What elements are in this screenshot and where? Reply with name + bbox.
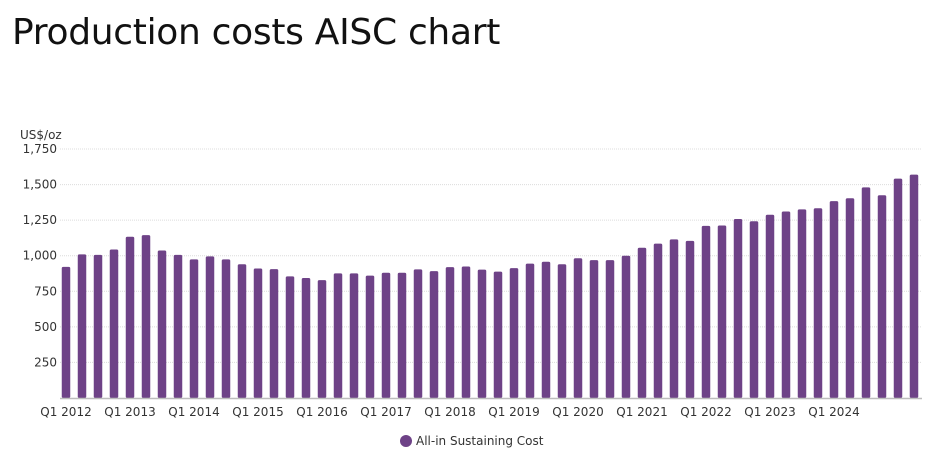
x-tick-label: Q1 2016 [296,405,347,419]
bar[interactable]: Q2 2013: 1145 [141,235,151,398]
bar[interactable]: Q2 2012: 1009 [77,254,87,398]
y-tick-label: 250 [34,355,57,369]
x-tick-label: Q1 2023 [744,405,795,419]
bar[interactable]: Q2 2018: 924 [461,266,471,398]
x-tick-label: Q1 2015 [232,405,283,419]
chart-title: Production costs AISC chart [12,12,501,53]
bar[interactable]: Q4 2022: 1242 [749,221,759,398]
bar[interactable]: Q1 2019: 913 [509,268,519,398]
bar[interactable]: Q2 2016: 876 [333,273,343,398]
bar[interactable]: Q2 2015: 906 [269,269,279,398]
y-tick-label: 1,500 [23,178,57,192]
legend-swatch-icon [400,435,412,447]
bar[interactable]: Q4 2017: 892 [429,271,439,398]
bar[interactable]: Q2 2014: 995 [205,256,215,398]
bar[interactable]: Q2 2023: 1311 [781,211,791,398]
bar[interactable]: Q4 2015: 843 [301,278,311,398]
bar[interactable]: Q3 2017: 904 [413,269,423,398]
bar[interactable]: Q3 2020: 969 [605,260,615,398]
bar[interactable]: Q3 2022: 1258 [733,219,743,398]
bar[interactable]: Q3 2021: 1115 [669,239,679,398]
y-tick-label: 1,000 [23,249,57,263]
y-tick-label: 500 [34,320,57,334]
bar[interactable]: Q1 2013: 1133 [125,236,135,398]
bar[interactable]: Q3 2016: 876 [349,273,359,398]
bar[interactable]: Q2 2022: 1212 [717,225,727,398]
legend-label: All-in Sustaining Cost [416,434,544,448]
x-tick-label: Q1 2014 [168,405,219,419]
x-tick-label: Q1 2024 [808,405,859,419]
bar[interactable]: Q3 2019: 958 [541,261,551,398]
bar[interactable]: Q4 2020: 1000 [621,255,631,398]
bar[interactable]: Q3 2024: 1480 [861,187,871,398]
bar[interactable]: Q1 2014: 974 [189,259,199,398]
bar[interactable]: Q3 2012: 1006 [93,254,103,398]
x-axis-ticks: Q1 2012 Q1 2013 Q1 2014 Q1 2015 Q1 2016 Q1 20… [40,405,859,419]
x-tick-label: Q1 2020 [552,405,603,419]
bars: Q1 2012: 922 Q2 2012: 1009 Q3 2012: 1006 Q4… [61,174,919,398]
bar[interactable]: Q1 2023: 1288 [765,214,775,398]
bar[interactable]: Q2 2025: 1570 [909,174,919,398]
bar[interactable]: Q3 2014: 974 [221,259,231,398]
bar[interactable]: Q4 2018: 888 [493,271,503,398]
bar[interactable]: Q4 2021: 1104 [685,240,695,398]
bar[interactable]: Q1 2012: 922 [61,266,71,398]
y-tick-label: 750 [34,284,57,298]
y-tick-label: 1,750 [23,142,57,156]
bar[interactable]: Q3 2023: 1326 [797,209,807,398]
bar[interactable]: Q4 2012: 1044 [109,249,119,398]
bar[interactable]: Q4 2013: 1006 [173,254,183,398]
bar[interactable]: Q1 2021: 1056 [637,247,647,398]
x-tick-label: Q1 2012 [40,405,91,419]
x-tick-label: Q1 2021 [616,405,667,419]
gridlines [60,148,922,363]
bar[interactable]: Q2 2024: 1404 [845,198,855,398]
bar[interactable]: Q4 2023: 1334 [813,208,823,398]
bar[interactable]: Q4 2014: 940 [237,264,247,398]
bar[interactable]: Q2 2021: 1085 [653,243,663,398]
bar[interactable]: Q1 2018: 920 [445,267,455,398]
bar[interactable]: Q1 2025: 1542 [893,178,903,398]
y-axis-unit-label: US$/oz [20,128,62,142]
bar[interactable]: Q4 2016: 860 [365,275,375,398]
bar[interactable]: Q2 2019: 944 [525,263,535,398]
legend[interactable]: All-in Sustaining Cost [400,434,543,448]
bar[interactable]: Q1 2020: 982 [573,258,583,398]
bar[interactable]: Q4 2019: 940 [557,264,567,398]
x-tick-label: Q1 2022 [680,405,731,419]
bar[interactable]: Q1 2024: 1384 [829,201,839,398]
x-tick-label: Q1 2019 [488,405,539,419]
x-tick-label: Q1 2017 [360,405,411,419]
bar[interactable]: Q3 2015: 855 [285,276,295,398]
bar[interactable]: Q1 2015: 910 [253,268,263,398]
y-axis-ticks: 250 500 750 1,000 1,250 1,500 1,750 [23,142,57,369]
bar[interactable]: Q3 2018: 902 [477,269,487,398]
x-tick-label: Q1 2013 [104,405,155,419]
bar[interactable]: Q1 2022: 1210 [701,225,711,398]
x-tick-label: Q1 2018 [424,405,475,419]
bar[interactable]: Q4 2024: 1425 [877,195,887,398]
y-tick-label: 1,250 [23,213,57,227]
bar[interactable]: Q3 2013: 1037 [157,250,167,398]
bar[interactable]: Q2 2020: 969 [589,260,599,398]
bar[interactable]: Q1 2016: 828 [317,280,327,398]
bar[interactable]: Q2 2017: 880 [397,272,407,398]
bar[interactable]: Q1 2017: 880 [381,272,391,398]
